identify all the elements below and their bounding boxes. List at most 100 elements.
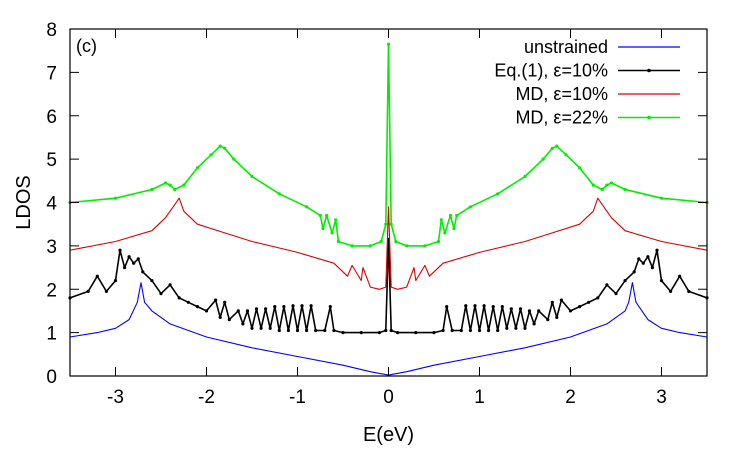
series-3-point-45	[600, 187, 604, 192]
series-1-point-50	[414, 331, 418, 335]
series-1-point-39	[314, 328, 318, 333]
series-3-point-10	[223, 146, 227, 150]
x-tick-label-4: 1	[474, 387, 485, 408]
series-1-point-91	[669, 289, 673, 293]
series-1-point-6	[123, 266, 127, 270]
series-3-point-11	[232, 157, 236, 161]
series-1-point-37	[305, 328, 309, 333]
y-axis-label: LDOS	[13, 175, 35, 229]
series-3-point-4	[168, 183, 172, 187]
series-1-point-64	[500, 305, 504, 309]
axis-ticks	[70, 28, 707, 377]
series-1-point-74	[550, 300, 554, 304]
series-1-point-78	[578, 305, 582, 309]
series-3-point-13	[277, 192, 281, 196]
series-1-point-51	[432, 331, 436, 335]
series-1-point-83	[623, 279, 627, 283]
series-3-point-16	[321, 226, 325, 231]
series-1-point-40	[323, 328, 327, 333]
y-tick-label-8: 8	[46, 20, 57, 41]
series-3-point-48	[623, 187, 627, 192]
series-1-point-34	[291, 304, 295, 308]
series-3-point-34	[452, 226, 456, 231]
series-1-point-92	[678, 274, 682, 278]
x-tick-label-0: -3	[107, 387, 124, 408]
series-3-point-17	[325, 213, 329, 218]
series-1-point-19	[218, 315, 222, 319]
series-3-point-28	[405, 244, 409, 248]
series-1-point-46	[384, 328, 388, 333]
series-1-point-67	[514, 326, 518, 330]
series-1-point-10	[141, 270, 145, 274]
plot-curves	[68, 42, 709, 376]
series-1-point-38	[309, 304, 313, 308]
series-1-point-73	[546, 318, 550, 322]
y-tick-label-3: 3	[46, 237, 57, 258]
y-tick-label-6: 6	[46, 107, 57, 128]
series-1-point-15	[186, 300, 190, 304]
series-1-point-80	[596, 296, 600, 300]
series-3-point-32	[443, 231, 447, 235]
series-1-point-71	[532, 322, 536, 326]
series-3-point-40	[550, 146, 554, 150]
series-1-point-35	[295, 328, 300, 333]
series-1-point-48	[389, 328, 393, 333]
series-3-point-14	[305, 205, 309, 209]
series-1-point-59	[477, 328, 482, 333]
series-1-point-3	[104, 289, 108, 293]
series-3-point-38	[523, 174, 527, 179]
series-3-point-33	[448, 213, 452, 218]
series-1-point-14	[177, 296, 181, 300]
series-3-point-21	[350, 244, 354, 248]
series-3-point-36	[468, 205, 472, 209]
series-3-point-9	[218, 144, 222, 148]
series-1-point-30	[273, 305, 277, 309]
series-3-point-42	[564, 153, 568, 157]
series-line-2	[69, 197, 708, 290]
series-1-point-7	[127, 255, 131, 259]
series-1-point-18	[214, 298, 218, 302]
series-3-point-30	[436, 239, 441, 244]
series-3-point-37	[496, 192, 500, 196]
series-1-point-1	[86, 289, 90, 293]
series-1-point-33	[286, 328, 290, 333]
series-3-point-18	[330, 231, 334, 235]
series-3-point-19	[334, 218, 338, 222]
series-1-point-28	[264, 307, 268, 311]
series-1-point-68	[518, 307, 523, 311]
series-1-point-13	[168, 283, 172, 287]
series-1-point-44	[359, 331, 363, 335]
series-1-point-62	[491, 305, 495, 309]
panel-label: (c)	[76, 36, 97, 56]
series-3-point-27	[394, 239, 398, 244]
x-tick-label-3: 0	[383, 387, 394, 408]
y-tick-label-2: 2	[46, 280, 57, 301]
series-1-point-5	[118, 248, 122, 252]
series-1-point-76	[559, 298, 564, 302]
x-tick-label-5: 2	[565, 387, 576, 408]
series-1-point-42	[332, 328, 336, 333]
series-1-point-90	[659, 279, 664, 283]
series-1-point-22	[236, 309, 240, 313]
series-3-point-6	[182, 183, 186, 187]
series-1-point-4	[113, 279, 118, 283]
series-3-point-46	[605, 183, 609, 187]
series-1-point-57	[468, 328, 472, 333]
series-1-point-66	[509, 307, 513, 311]
series-1-point-88	[650, 266, 655, 270]
series-3-point-44	[591, 183, 595, 187]
series-1-point-25	[250, 326, 254, 330]
series-1-point-63	[496, 328, 500, 333]
series-1-point-43	[341, 331, 345, 335]
series-1-point-58	[473, 304, 477, 308]
y-tick-label-7: 7	[46, 63, 57, 84]
series-1-point-52	[441, 328, 445, 333]
series-1-point-16	[195, 305, 199, 309]
series-1-point-20	[223, 300, 227, 304]
series-1-point-26	[254, 307, 259, 311]
series-3-point-24	[384, 222, 388, 226]
y-tick-label-0: 0	[46, 367, 57, 388]
series-3-point-2	[150, 187, 154, 192]
legend-label-0: unstrained	[524, 37, 608, 57]
